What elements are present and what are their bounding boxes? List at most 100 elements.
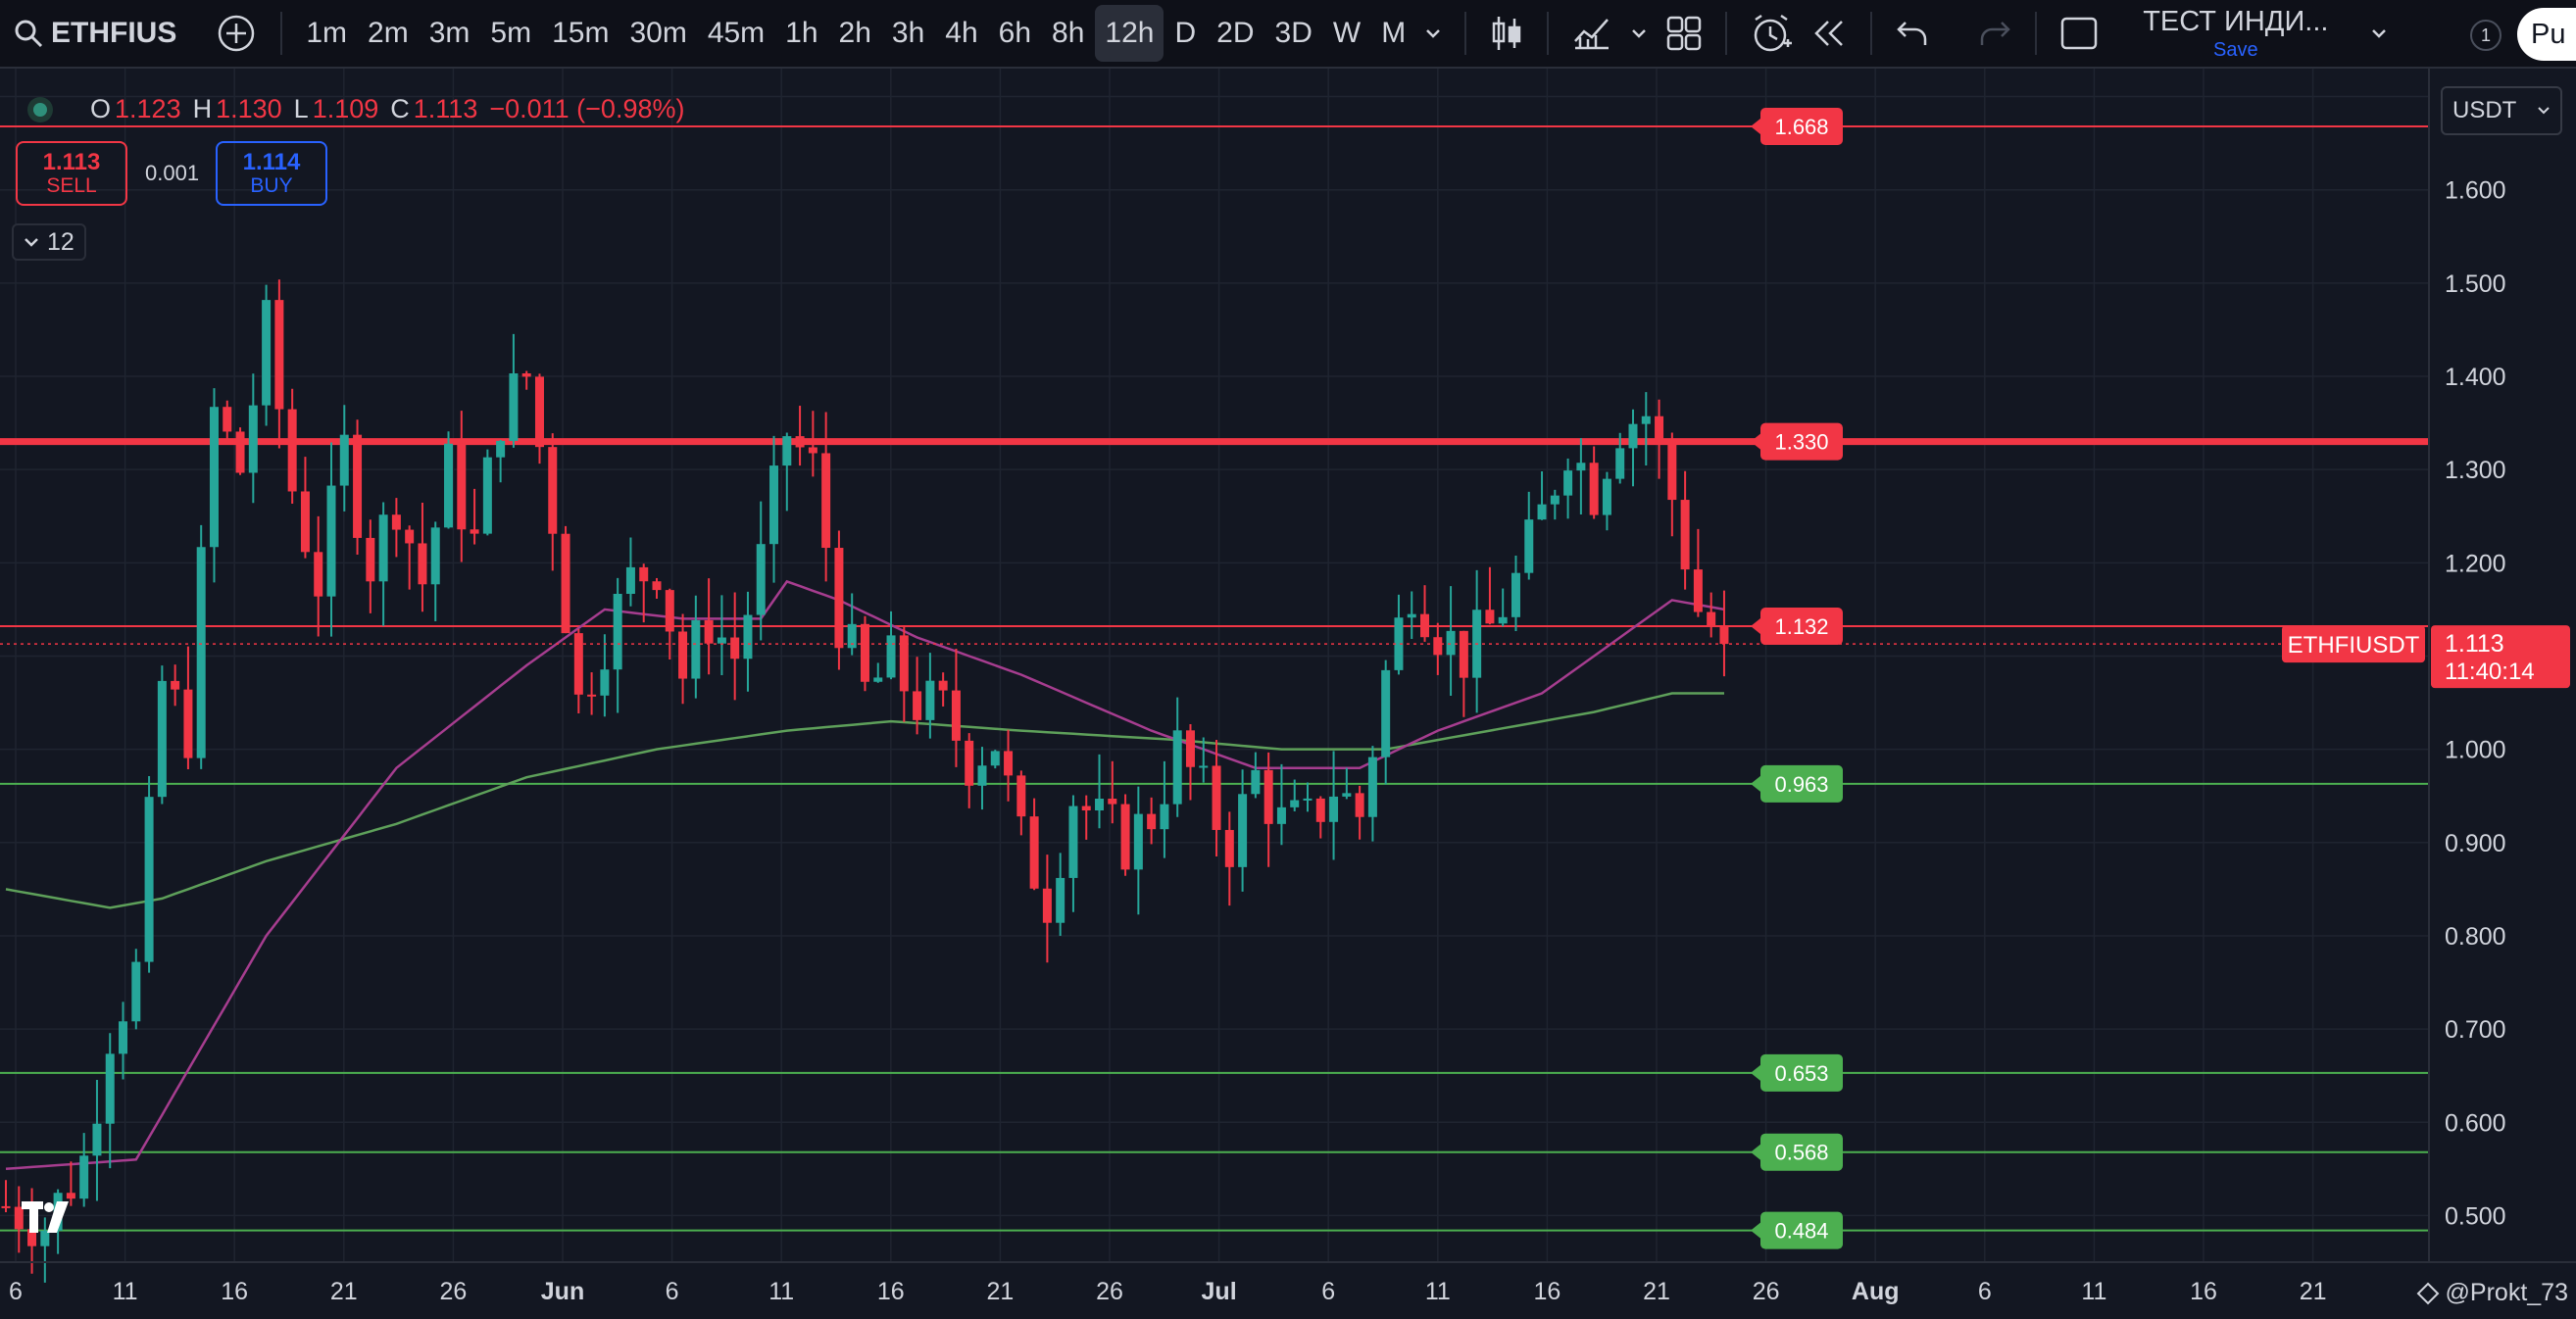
candle-body	[339, 434, 349, 486]
candle-body	[1042, 888, 1052, 923]
candle-body	[1719, 626, 1729, 645]
candle-body	[1315, 798, 1325, 822]
interval-tab-1h[interactable]: 1h	[785, 17, 818, 49]
candle-body	[1511, 572, 1520, 617]
candle-body	[418, 543, 427, 585]
time-axis[interactable]: 6 11 16 21 26 Jun 6 11 16 21 26 Jul 6 11 16 21 26 Aug 6 11 1…	[0, 1261, 2576, 1305]
interval-tab-6h[interactable]: 6h	[998, 17, 1032, 49]
price-tick-label: 1.300	[2445, 457, 2506, 484]
candle-body	[1524, 519, 1534, 573]
layout-button[interactable]	[1657, 5, 1711, 62]
level-tag-label: 0.568	[1774, 1141, 1828, 1165]
last-price-tag	[2431, 625, 2570, 689]
candle-body	[1081, 806, 1091, 811]
compare-symbol-button[interactable]	[206, 5, 267, 62]
candle-body	[223, 407, 232, 432]
candle-body	[1068, 806, 1078, 878]
candle-body	[314, 552, 323, 597]
candle-body	[79, 1155, 89, 1199]
layout-menu-button[interactable]	[2361, 5, 2397, 62]
candle-body	[1680, 500, 1690, 570]
low-label: L	[293, 94, 309, 123]
time-tick-label: 6	[9, 1278, 23, 1305]
symbol-name[interactable]: ETHFIUS	[51, 17, 177, 49]
interval-tab-2h[interactable]: 2h	[838, 17, 871, 49]
interval-tab-12h[interactable]: 12h	[1095, 5, 1164, 62]
market-status-icon[interactable]	[27, 96, 53, 122]
fullscreen-button[interactable]	[2051, 5, 2107, 62]
publish-button[interactable]: Pu	[2517, 8, 2576, 61]
level-tag-resistance	[1760, 608, 1843, 646]
interval-tab-3h[interactable]: 3h	[891, 17, 925, 49]
interval-tab-m[interactable]: M	[1381, 17, 1407, 49]
author-credit[interactable]: @Prokt_73	[2416, 1279, 2568, 1307]
candle-body	[990, 751, 1000, 766]
undo-button[interactable]	[1886, 5, 1939, 62]
candle-body	[326, 485, 336, 597]
open-label: O	[90, 94, 112, 123]
indicators-more-button[interactable]	[1621, 5, 1657, 62]
interval-tab-30m[interactable]: 30m	[629, 17, 687, 49]
indicators-button[interactable]	[1562, 5, 1621, 62]
candle-body	[548, 447, 558, 534]
price-axis[interactable]: 1.7001.6001.5001.4001.3001.2001.1001.000…	[2428, 69, 2576, 1319]
time-tick-label: 21	[330, 1278, 358, 1305]
price-tick-label: 1.200	[2445, 550, 2506, 577]
candle-body	[1563, 470, 1573, 496]
interval-tab-2d[interactable]: 2D	[1216, 17, 1255, 49]
currency-select[interactable]: USDT	[2441, 86, 2562, 135]
candle-body	[521, 373, 531, 377]
interval-tab-8h[interactable]: 8h	[1052, 17, 1085, 49]
candle-body	[886, 635, 896, 678]
price-axis-bg	[2429, 69, 2576, 1319]
high-label: H	[192, 94, 213, 123]
indicators-collapse-button[interactable]: 12	[12, 223, 86, 261]
share-icon	[2416, 1282, 2439, 1304]
candle-body	[847, 623, 857, 649]
time-tick-label: 11	[768, 1278, 794, 1305]
candle-body	[860, 623, 869, 682]
time-tick-label: 26	[439, 1278, 467, 1305]
candle-body	[1004, 751, 1014, 776]
chart-type-button[interactable]	[1480, 5, 1533, 62]
interval-tab-5m[interactable]: 5m	[490, 17, 532, 49]
interval-tab-w[interactable]: W	[1332, 17, 1362, 49]
sell-button[interactable]: 1.113 SELL	[16, 141, 127, 206]
horizontal-levels[interactable]	[0, 124, 2429, 1232]
low-value: 1.109	[312, 94, 379, 123]
interval-tab-4h[interactable]: 4h	[945, 17, 978, 49]
buy-price: 1.114	[242, 149, 301, 176]
replay-button[interactable]	[1802, 5, 1857, 62]
interval-tab-1m[interactable]: 1m	[306, 17, 348, 49]
interval-tab-2m[interactable]: 2m	[368, 17, 409, 49]
candle-body	[1576, 463, 1586, 471]
layout-name-button[interactable]: ТЕСТ ИНДИ... Save	[2133, 3, 2338, 64]
candle-body	[873, 677, 883, 682]
buy-button[interactable]: 1.114 BUY	[216, 141, 327, 206]
level-tag-pointer	[1751, 1144, 1760, 1160]
interval-tab-3m[interactable]: 3m	[428, 17, 471, 49]
candle-body	[405, 529, 415, 544]
symbol-search-button[interactable]	[0, 5, 51, 62]
spread-value: 0.001	[145, 161, 200, 185]
interval-tab-d[interactable]: D	[1174, 17, 1197, 49]
time-tick-label: 16	[1533, 1278, 1560, 1305]
candle-body	[951, 690, 961, 741]
notification-count[interactable]: 1	[2470, 20, 2502, 51]
redo-button[interactable]	[1968, 5, 2021, 62]
candle-body	[1095, 798, 1105, 811]
symbol-tag	[2282, 625, 2425, 663]
alert-button[interactable]	[1741, 5, 1802, 62]
candle-body	[795, 436, 805, 448]
close-label: C	[390, 94, 410, 123]
save-status[interactable]: Save	[2213, 38, 2258, 61]
candle-body	[1342, 793, 1352, 797]
candle-body	[496, 440, 506, 458]
candle-body	[157, 680, 167, 798]
interval-more-button[interactable]	[1415, 5, 1451, 62]
level-tag-support	[1760, 1053, 1843, 1092]
interval-tab-15m[interactable]: 15m	[552, 17, 610, 49]
interval-tab-3d[interactable]: 3D	[1274, 17, 1313, 49]
interval-tab-45m[interactable]: 45m	[707, 17, 766, 49]
